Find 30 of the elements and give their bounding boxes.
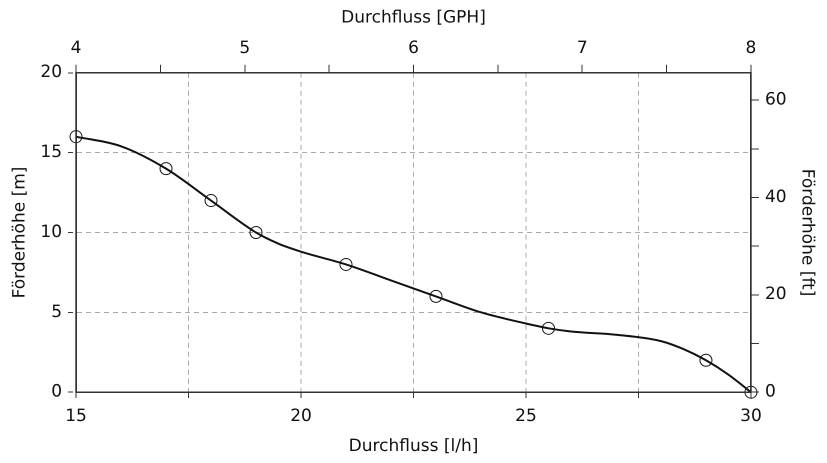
y2-tick-label: 0 [764,382,776,402]
y-tick-label: 5 [51,302,62,322]
point [204,194,218,208]
y2-tick-label: 20 [764,284,787,304]
y-tick-label: 15 [40,142,62,162]
x2-tick-label: 4 [70,38,82,58]
point [250,226,263,239]
point [699,354,712,367]
x-tick-label: 15 [65,406,87,426]
x2-tick-label: 7 [576,38,588,58]
y2-axis-title: Förderhöhe [ft] [797,168,818,296]
point [340,258,353,271]
point [430,290,442,303]
x2-axis-title: Durchfluss [GPH] [341,8,486,28]
x-tick-label: 20 [290,406,312,426]
point [70,130,83,144]
y2-tick-label: 40 [764,186,787,207]
point [160,162,173,176]
y-tick-label: 0 [51,382,62,402]
x2-tick-label: 5 [239,38,250,58]
x-tick-label: 30 [740,406,762,426]
y-tick-label: 20 [40,62,62,82]
point [542,322,555,335]
x2-tick-label: 8 [746,38,756,58]
y-tick-label: 10 [40,222,62,242]
x-axis-title: Durchfluss [l/h] [348,436,478,456]
y-axis-title: Förderhöhe [m] [10,166,30,298]
y2-tick-label: 60 [764,89,787,110]
x-tick-label: 25 [515,406,537,426]
x2-tick-label: 6 [408,38,419,58]
